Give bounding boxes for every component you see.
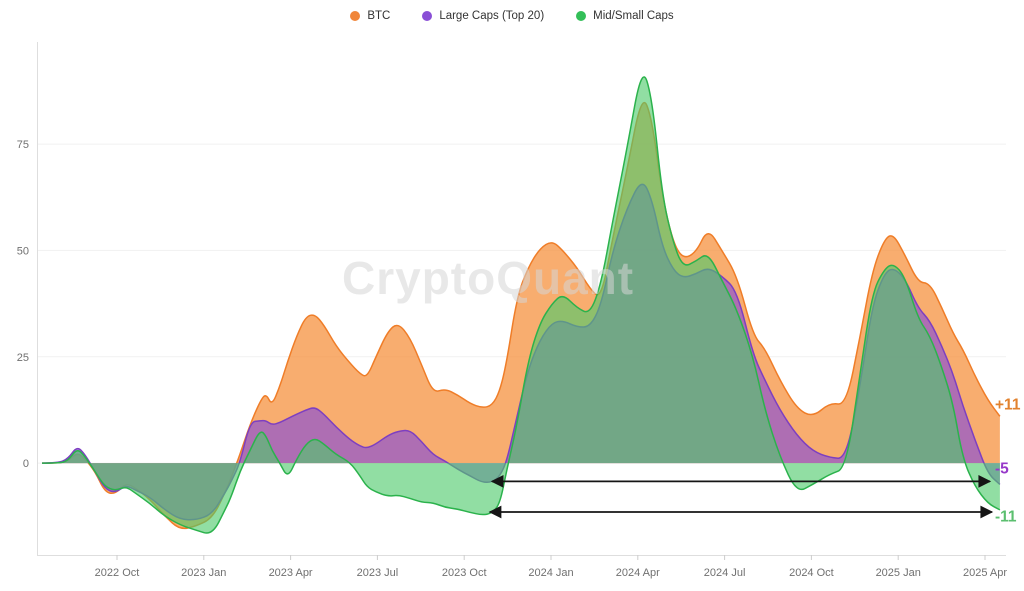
x-tick-label: 2024 Jul xyxy=(704,567,746,579)
end-value-label: -5 xyxy=(995,461,1009,478)
y-tick-label: 50 xyxy=(17,245,29,257)
end-value-label: -11 xyxy=(995,509,1017,526)
legend-item-btc[interactable]: BTC xyxy=(350,10,390,22)
chart-legend: BTC Large Caps (Top 20) Mid/Small Caps xyxy=(0,10,1024,22)
x-tick-label: 2022 Oct xyxy=(95,567,140,579)
legend-item-mid-small-caps[interactable]: Mid/Small Caps xyxy=(576,10,674,22)
legend-item-large-caps-top-20[interactable]: Large Caps (Top 20) xyxy=(422,10,544,22)
legend-dot-mid-small-caps xyxy=(576,11,587,21)
x-tick-label: 2025 Apr xyxy=(963,567,1007,579)
legend-label-mid-small-caps: Mid/Small Caps xyxy=(593,10,674,22)
y-axis-labels: 0 25 50 75 xyxy=(17,139,29,470)
x-axis-labels: 2022 Oct 2023 Jan 2023 Apr 2023 Jul 2023 Oct… xyxy=(95,555,1007,579)
x-tick-label: 2024 Jan xyxy=(528,567,573,579)
y-tick-label: 75 xyxy=(17,139,29,151)
area-mid-small-caps xyxy=(42,76,1000,534)
x-tick-label: 2024 Oct xyxy=(789,567,834,579)
x-tick-label: 2025 Jan xyxy=(876,567,921,579)
y-tick-label: 25 xyxy=(17,352,29,364)
x-tick-label: 2024 Apr xyxy=(616,567,660,579)
axes xyxy=(37,42,1006,556)
end-value-label: +11 xyxy=(995,396,1021,413)
x-tick-label: 2023 Jul xyxy=(357,567,399,579)
legend-dot-btc xyxy=(350,11,361,21)
x-tick-label: 2023 Apr xyxy=(269,567,313,579)
x-tick-label: 2023 Oct xyxy=(442,567,487,579)
x-tick-label: 2023 Jan xyxy=(181,567,226,579)
legend-dot-large-caps-top-20 xyxy=(422,11,433,21)
y-tick-label: 0 xyxy=(23,458,29,470)
legend-label-large-caps-top-20: Large Caps (Top 20) xyxy=(439,10,545,22)
legend-label-btc: BTC xyxy=(367,10,391,22)
